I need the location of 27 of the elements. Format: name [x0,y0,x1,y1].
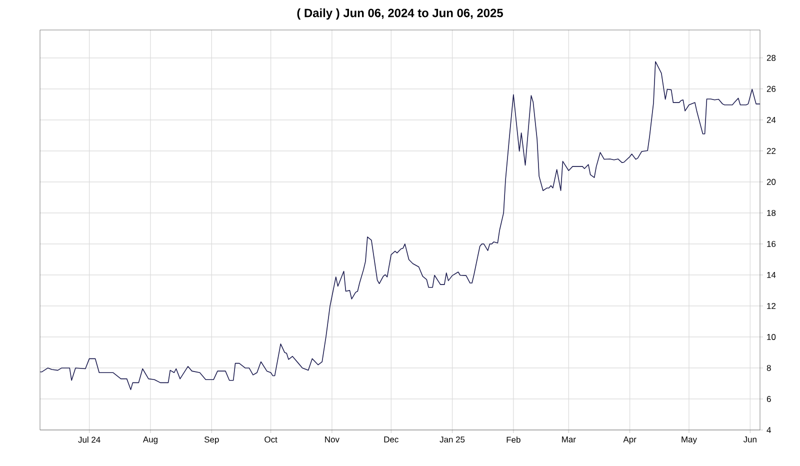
x-tick-label: Jan 25 [440,436,465,442]
y-tick-label: 26 [766,86,776,92]
x-tick-label: Dec [384,436,398,442]
y-tick-label: 22 [766,148,776,154]
y-tick-label: 16 [767,240,776,247]
y-tick-label: 20 [766,178,776,185]
y-tick-label: 10 [767,334,776,340]
x-tick-label: Nov [325,436,340,442]
y-tick-label: 6 [766,396,771,402]
x-tick-label: May [682,436,697,444]
y-tick-label: 24 [766,116,776,123]
x-tick-label: Sep [204,436,219,444]
x-tick-label: Jul 24 [78,436,100,443]
chart-title: ( Daily ) Jun 06, 2024 to Jun 06, 2025 [297,8,503,20]
x-tick-label: Apr [623,436,636,444]
y-tick-label: 18 [767,210,776,216]
x-tick-label: Mar [562,436,576,442]
y-tick-label: 4 [766,427,771,433]
x-tick-label: Oct [264,436,278,442]
x-tick-label: Aug [142,436,158,444]
y-tick-label: 12 [767,303,776,309]
y-tick-label: 28 [766,54,776,61]
x-tick-label: Jun [743,436,756,442]
y-tick-label: 8 [766,364,771,371]
x-tick-label: Feb [506,436,520,443]
line-series [40,61,760,390]
y-tick-label: 14 [767,272,776,278]
